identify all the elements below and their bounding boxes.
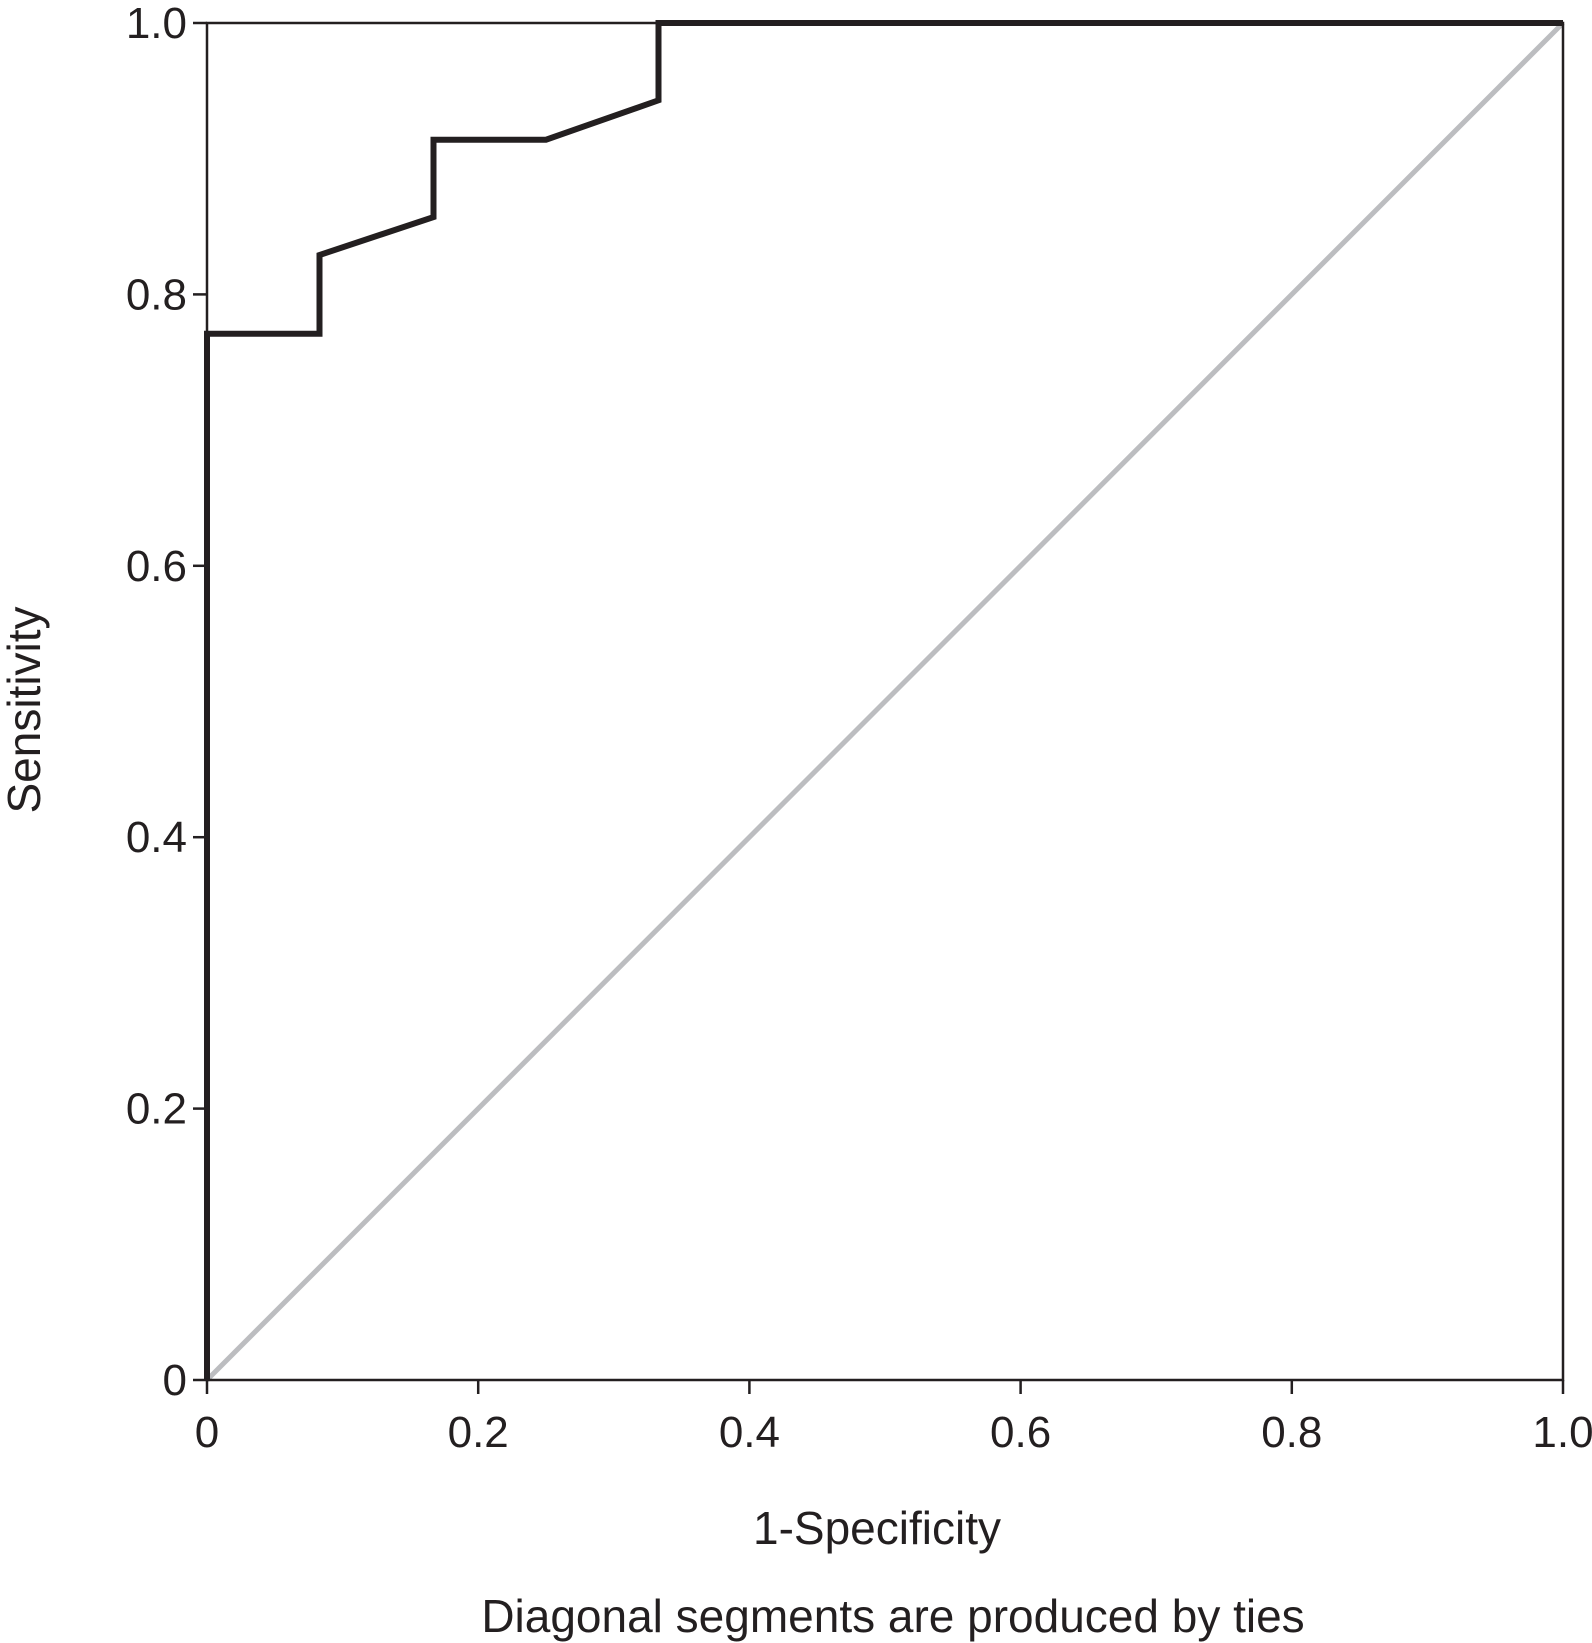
x-tick-label: 0.2: [448, 1408, 509, 1457]
y-tick-label: 0.8: [126, 270, 187, 319]
y-tick-label: 0.4: [126, 813, 187, 862]
x-tick-label: 0.4: [719, 1408, 780, 1457]
roc-curve-line: [204, 20, 1563, 1380]
y-tick-label: 0.2: [126, 1085, 187, 1134]
x-tick-label: 0.8: [1261, 1408, 1322, 1457]
x-axis-title: 1-Specificity: [753, 1502, 1001, 1554]
y-axis-title: Sensitivity: [0, 606, 50, 813]
chart-footnote: Diagonal segments are produced by ties: [481, 1590, 1304, 1642]
reference-diagonal-line: [205, 21, 1565, 1382]
x-tick-label: 0: [195, 1408, 219, 1457]
y-tick-label: 0: [163, 1356, 187, 1405]
x-tick-label: 1.0: [1532, 1408, 1592, 1457]
plot-area: 0 0.2 0.4 0.6 0.8 1.0 0 0.2 0.4 0.6 0.8 1.0: [126, 0, 1592, 1457]
y-tick-label: 1.0: [126, 0, 187, 48]
y-tick-label: 0.6: [126, 542, 187, 591]
x-tick-label: 0.6: [990, 1408, 1051, 1457]
plot-frame: [205, 21, 1565, 1382]
